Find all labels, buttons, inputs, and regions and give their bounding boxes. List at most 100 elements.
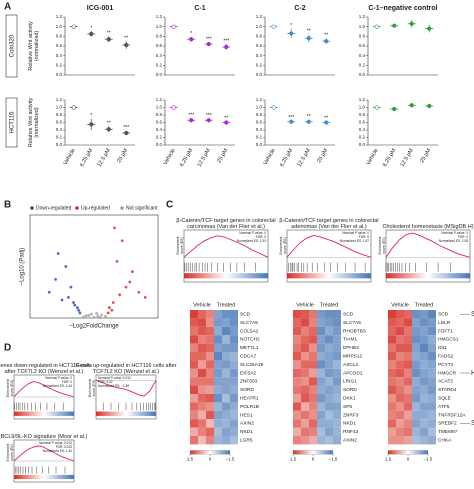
colorbar-tick-label: 0 [209, 457, 212, 462]
heat-cell [420, 318, 428, 327]
gene-label: HES1 [240, 412, 253, 418]
y-tick-label: 0.8 [256, 34, 263, 39]
gene-label: TNFRSF12A [438, 412, 466, 418]
heat-cell [420, 385, 428, 394]
heat-cell [190, 318, 198, 327]
gene-label: ASCL2 [343, 362, 359, 368]
heat-cell [428, 343, 436, 352]
gene-label: ATF5 [438, 404, 450, 410]
legend-swatch [30, 206, 34, 210]
heat-cell [404, 419, 412, 428]
y-tick-label: 0.6 [156, 43, 163, 48]
colorbar-tick-label: 0 [407, 457, 410, 462]
heat-cell [198, 352, 206, 361]
row-label-box [5, 14, 18, 78]
heat-cell [317, 368, 325, 378]
gene-label: COL5A2 [240, 328, 259, 334]
x-tick-label: 25 μM [116, 147, 129, 164]
point [47, 290, 51, 294]
gene-label: CHKA [438, 437, 452, 443]
significance-label: ** [307, 114, 311, 120]
heat-cell [404, 394, 412, 403]
heat-cell [198, 410, 206, 420]
y-tick-label: 0.4 [359, 53, 366, 58]
x-tick-label: 6.25 μM [79, 147, 94, 168]
y-tick-label: 1.2 [256, 14, 263, 19]
heat-cell [388, 385, 396, 394]
heat-cell [206, 436, 214, 445]
y-tick-label: 0.0 [56, 72, 63, 77]
point [73, 303, 77, 307]
point [64, 265, 68, 268]
heat-cell [325, 419, 333, 428]
heat-cell [420, 419, 428, 428]
x-tick-label: 25 μM [216, 147, 229, 164]
heat-cell [301, 410, 309, 420]
gene-label: SCD [343, 311, 354, 317]
heat-cell [309, 335, 317, 344]
mean-dot [289, 119, 294, 124]
gene-label: NOTCH2 [240, 337, 260, 343]
heat-cell [293, 377, 301, 386]
heat-cell [428, 318, 436, 327]
heat-cell [198, 360, 206, 369]
heat-cell [325, 343, 333, 352]
gene-label: FADS2 [438, 353, 454, 359]
mean-dot [171, 105, 176, 110]
heat-cell [230, 427, 238, 436]
heat-cell [206, 335, 214, 344]
legend-label: Not significant [126, 205, 158, 211]
heat-cell [309, 427, 317, 436]
panel-label: D [4, 343, 11, 354]
y-tick-label: 1.0 [56, 24, 63, 29]
heat-cell [412, 410, 420, 420]
significance-label: *** [206, 36, 212, 42]
y-tick-label: 0.8 [56, 34, 63, 39]
y-tick-label: 1.0 [359, 24, 366, 29]
heat-cell [222, 402, 230, 411]
panel-label: A [4, 2, 11, 13]
column-title: C-2 [294, 5, 305, 12]
gsea-stat: Nominal P value: 0 [239, 231, 266, 235]
rank-gradient [14, 474, 74, 480]
heat-cell [214, 410, 222, 420]
heat-cell [293, 368, 301, 378]
heat-cell [222, 419, 230, 428]
mean-dot [324, 39, 329, 44]
gsea-stat: Normalized ES: 1.93 [237, 239, 266, 243]
heat-cell [222, 326, 230, 336]
heat-cell [396, 335, 404, 344]
gene-label: STARD4 [438, 387, 457, 393]
gsea-title: β-Catenin/TCF target genes in colorectal… [279, 218, 378, 230]
heat-cell [412, 352, 420, 361]
mean-dot [71, 24, 76, 29]
y-axis-label: Enrichmentscore (ES) [378, 237, 386, 255]
point [95, 311, 98, 315]
heat-cell [293, 385, 301, 394]
significance-label: ** [307, 29, 311, 35]
heat-cell [317, 360, 325, 369]
heat-cell [388, 343, 396, 352]
heat-cell [325, 410, 333, 420]
point [113, 226, 116, 230]
x-tick-label: 12.5 μM [400, 147, 415, 168]
heat-cell [396, 410, 404, 420]
mean-dot [106, 127, 111, 132]
heat-cell [333, 427, 341, 436]
heat-cell [428, 360, 436, 369]
gene-label: LGR5 [240, 437, 253, 443]
panel-label: C [166, 200, 173, 211]
heat-cell [412, 326, 420, 336]
mean-dot [306, 36, 311, 41]
heat-cell [230, 310, 238, 319]
point [128, 280, 132, 284]
mean-dot [124, 130, 129, 136]
colorbar-tick-label: 1.5 [290, 457, 297, 462]
heat-cell [396, 318, 404, 327]
gene-label: HMGCS1 [438, 337, 459, 343]
heat-cell [293, 402, 301, 411]
heat-cell [198, 419, 206, 428]
gene-label: CDCA7 [240, 353, 257, 359]
heat-cell [206, 352, 214, 361]
gsea-stat: Normalized ES: 1.64 [43, 384, 72, 388]
